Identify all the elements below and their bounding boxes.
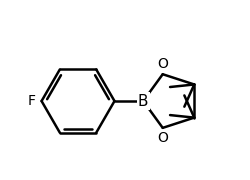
Text: B: B [138, 94, 148, 109]
Text: O: O [157, 131, 168, 145]
Text: F: F [28, 94, 36, 108]
Text: O: O [157, 57, 168, 71]
